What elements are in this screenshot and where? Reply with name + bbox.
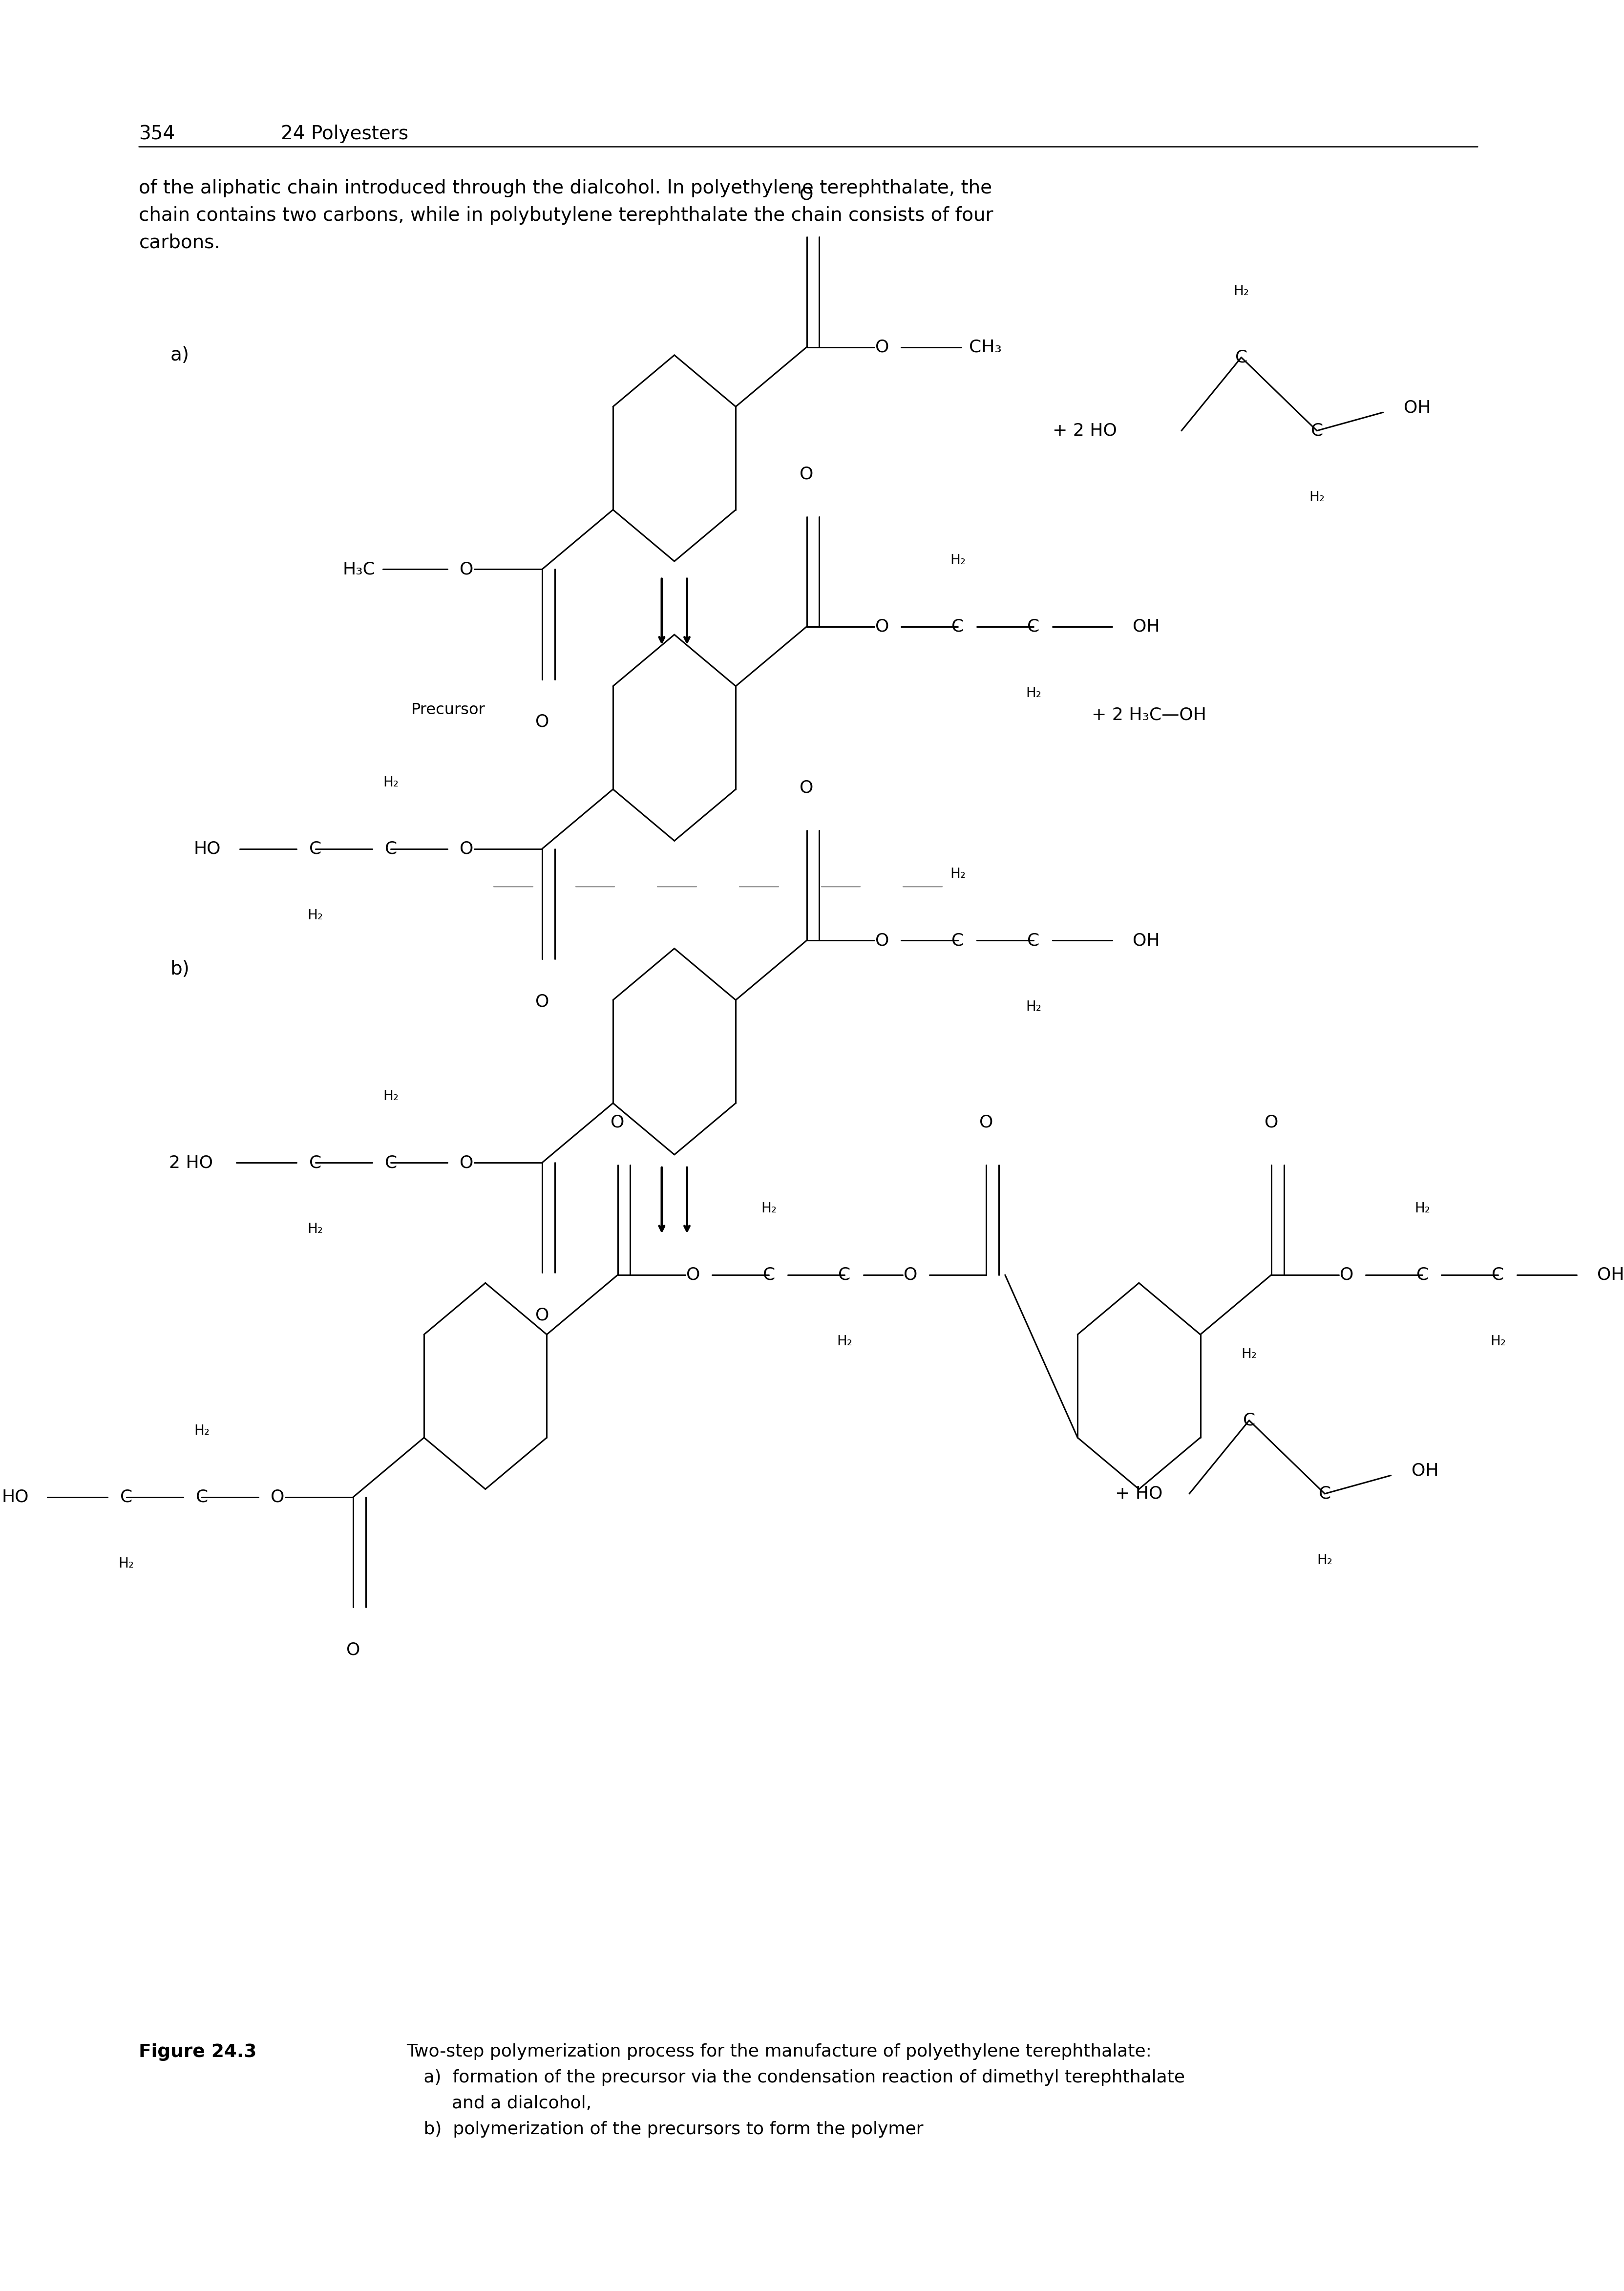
Text: O: O (1265, 1113, 1278, 1132)
Text: H₂: H₂ (383, 1091, 400, 1102)
Text: H₂: H₂ (762, 1203, 776, 1214)
Text: O: O (875, 339, 890, 355)
Text: O: O (799, 186, 814, 202)
Text: C: C (385, 1155, 396, 1171)
Text: OH: OH (1598, 1267, 1624, 1283)
Text: H₂: H₂ (383, 777, 400, 788)
Text: H₃C: H₃C (343, 561, 375, 577)
Text: O: O (271, 1489, 284, 1505)
Text: H₂: H₂ (307, 910, 323, 921)
Text: C: C (952, 619, 965, 635)
Text: H₂: H₂ (1026, 687, 1041, 699)
Text: 2 HO: 2 HO (169, 1155, 213, 1171)
Text: C: C (309, 841, 322, 857)
Text: OH: OH (1132, 619, 1160, 635)
Text: + 2 H₃C—OH: + 2 H₃C—OH (1091, 706, 1207, 724)
Text: OH: OH (1403, 399, 1431, 417)
Text: C: C (1028, 619, 1039, 635)
Text: H₂: H₂ (1309, 490, 1325, 504)
Text: OH: OH (1132, 932, 1160, 948)
Text: Two-step polymerization process for the manufacture of polyethylene terephthalat: Two-step polymerization process for the … (406, 2044, 1184, 2138)
Text: + 2 HO: + 2 HO (1052, 422, 1117, 440)
Text: 24 Polyesters: 24 Polyesters (281, 124, 408, 144)
Text: O: O (611, 1113, 625, 1132)
Text: C: C (952, 932, 965, 948)
Text: H₂: H₂ (195, 1425, 209, 1439)
Text: H₂: H₂ (1415, 1203, 1431, 1214)
Text: C: C (1236, 348, 1247, 367)
Text: O: O (460, 561, 474, 577)
Text: Precursor: Precursor (411, 703, 486, 717)
Text: + HO: + HO (1116, 1485, 1163, 1503)
Text: O: O (536, 994, 549, 1010)
Text: O: O (1340, 1267, 1354, 1283)
Text: C: C (1416, 1267, 1429, 1283)
Text: C: C (197, 1489, 208, 1505)
Text: O: O (979, 1113, 994, 1132)
Text: O: O (903, 1267, 918, 1283)
Text: C: C (309, 1155, 322, 1171)
Text: 354: 354 (140, 124, 175, 144)
Text: C: C (385, 841, 396, 857)
Text: Figure 24.3: Figure 24.3 (140, 2044, 257, 2062)
Text: O: O (875, 932, 890, 948)
Text: C: C (1311, 422, 1324, 440)
Text: of the aliphatic chain introduced through the dialcohol. In polyethylene terepht: of the aliphatic chain introduced throug… (140, 179, 994, 252)
Text: H₂: H₂ (119, 1558, 135, 1569)
Text: H₂: H₂ (950, 554, 966, 566)
Text: O: O (799, 779, 814, 795)
Text: H₂: H₂ (307, 1223, 323, 1235)
Text: H₂: H₂ (1317, 1553, 1333, 1567)
Text: CH₃: CH₃ (970, 339, 1002, 355)
Text: OH: OH (1411, 1462, 1439, 1480)
Text: H₂: H₂ (1491, 1333, 1505, 1347)
Text: O: O (536, 1306, 549, 1324)
Text: C: C (1319, 1485, 1332, 1503)
Text: C: C (838, 1267, 851, 1283)
Text: C: C (1492, 1267, 1504, 1283)
Text: C: C (1028, 932, 1039, 948)
Text: H₂: H₂ (1026, 999, 1041, 1013)
Text: O: O (346, 1640, 361, 1659)
Text: H₂: H₂ (1234, 284, 1249, 298)
Text: H₂: H₂ (950, 868, 966, 880)
Text: a): a) (171, 346, 190, 364)
Text: O: O (799, 465, 814, 481)
Text: O: O (536, 715, 549, 731)
Text: H₂: H₂ (836, 1333, 853, 1347)
Text: C: C (120, 1489, 133, 1505)
Text: C: C (1242, 1411, 1255, 1430)
Text: O: O (687, 1267, 700, 1283)
Text: O: O (460, 841, 474, 857)
Text: b): b) (171, 960, 190, 978)
Text: O: O (875, 619, 890, 635)
Text: HO: HO (193, 841, 221, 857)
Text: H₂: H₂ (1241, 1347, 1257, 1361)
Text: O: O (460, 1155, 474, 1171)
Text: C: C (763, 1267, 775, 1283)
Text: HO: HO (2, 1489, 29, 1505)
